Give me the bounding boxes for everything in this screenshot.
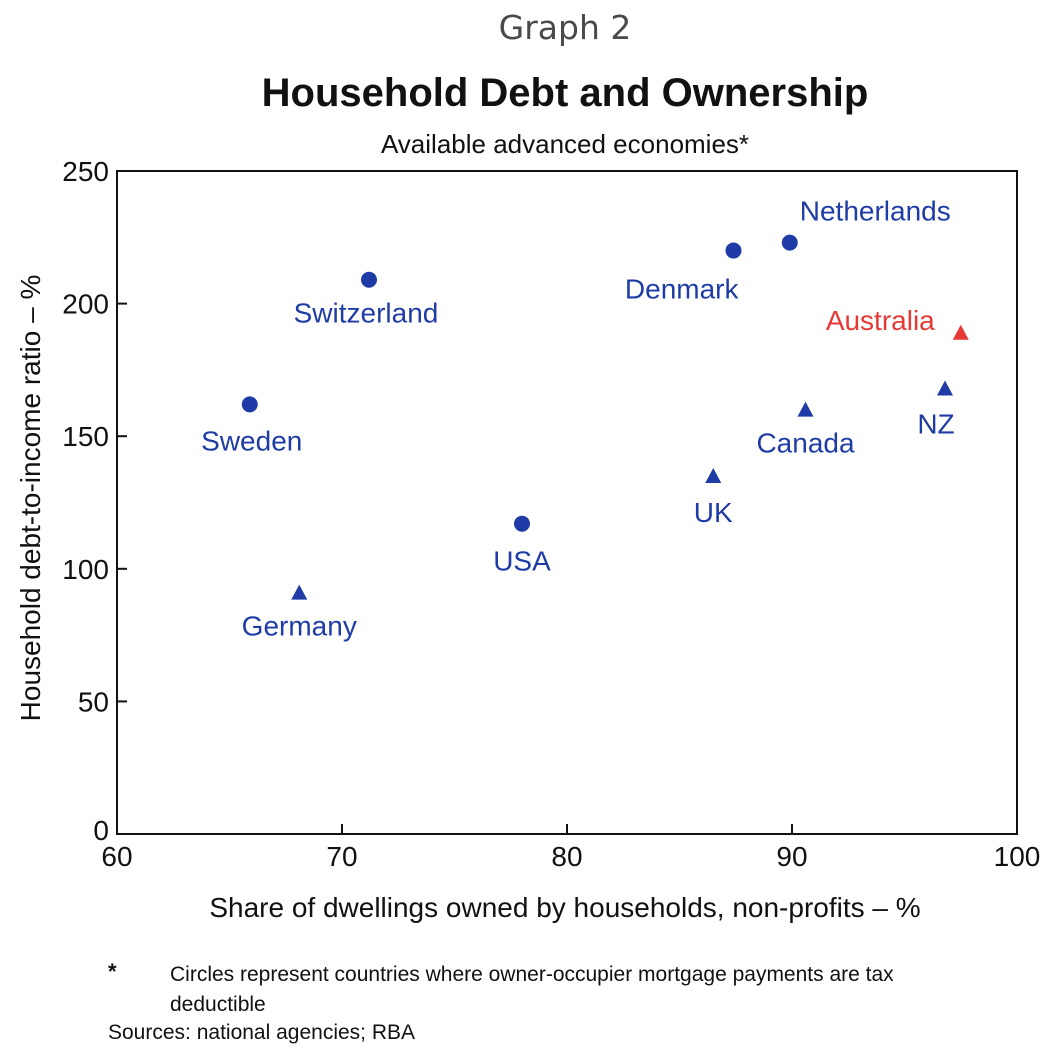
chart-title: Household Debt and Ownership (261, 71, 869, 115)
point-nz (937, 380, 953, 396)
x-tick-label: 60 (101, 841, 132, 872)
point-label-nz: NZ (917, 408, 954, 439)
footnote-marker: * (108, 959, 117, 984)
chart-subtitle: Available advanced economies* (380, 129, 750, 159)
point-label-sweden: Sweden (201, 425, 302, 456)
y-tick-label: 200 (62, 289, 109, 320)
point-label-switzerland: Switzerland (294, 298, 439, 329)
y-tick-label: 50 (78, 686, 109, 717)
x-tick-label: 100 (994, 841, 1041, 872)
point-label-australia: Australia (826, 305, 935, 336)
point-label-netherlands: Netherlands (800, 196, 951, 227)
point-denmark (725, 242, 742, 259)
plot-frame (116, 170, 1018, 835)
x-tick-label: 90 (776, 841, 807, 872)
y-tick-label: 250 (62, 156, 109, 187)
point-uk (705, 467, 722, 483)
point-usa (514, 515, 530, 532)
footnote-text: Circles represent countries where owner-… (170, 963, 894, 1016)
y-tick-label: 100 (62, 554, 109, 585)
point-switzerland (361, 271, 377, 288)
x-tick-label: 70 (326, 841, 357, 872)
point-label-germany: Germany (242, 611, 357, 642)
point-label-usa: USA (493, 546, 551, 577)
x-axis-label: Share of dwellings owned by households, … (209, 892, 921, 923)
point-label-canada: Canada (756, 428, 855, 459)
x-tick-label: 80 (551, 841, 582, 872)
graph-label: Graph 2 (498, 8, 632, 47)
point-canada (797, 401, 814, 417)
y-tick-label: 150 (62, 421, 109, 452)
point-netherlands (781, 234, 798, 251)
y-axis-label: Household debt-to-income ratio – % (15, 274, 46, 722)
sources-note: Sources: national agencies; RBA (108, 1021, 416, 1044)
point-germany (291, 584, 308, 600)
point-label-denmark: Denmark (625, 274, 740, 305)
point-label-uk: UK (694, 497, 733, 528)
point-sweden (241, 396, 258, 413)
y-tick-label: 0 (93, 815, 109, 846)
point-australia (952, 324, 969, 340)
